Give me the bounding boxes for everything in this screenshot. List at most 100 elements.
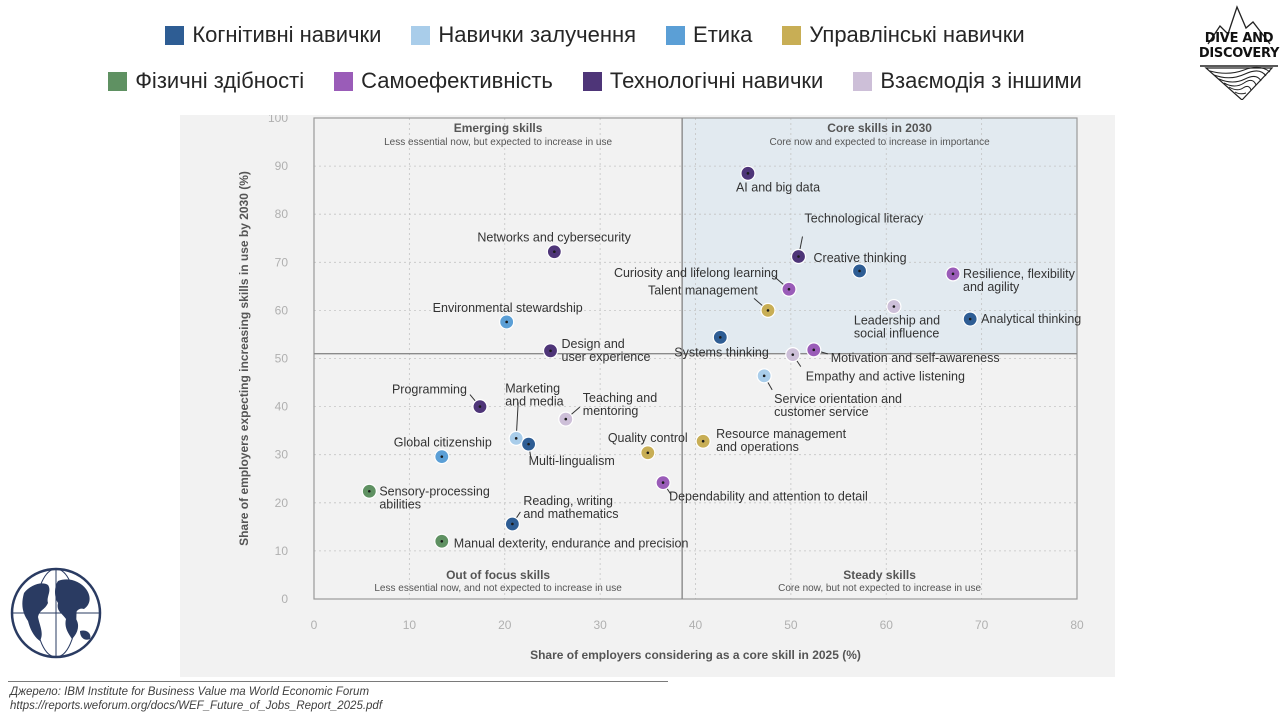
data-point-center: [968, 317, 972, 321]
legend-swatch: [853, 71, 873, 91]
y-tick-label: 60: [275, 303, 289, 317]
legend: Когнітивні навички Навички залучення Етика…: [0, 0, 1190, 110]
core-skills-region: [682, 118, 1077, 354]
legend-label: Управлінські навички: [809, 22, 1025, 47]
y-tick-label: 70: [275, 255, 289, 269]
y-tick-label: 90: [275, 159, 289, 173]
data-point: Systems thinking: [674, 329, 769, 359]
legend-label: Технологічні навички: [609, 68, 824, 93]
quadrant-subtitle-emerging: Less essential now, but expected to incr…: [384, 137, 612, 148]
data-point-center: [766, 309, 770, 312]
data-point-label: Resilience, flexibility and agility: [963, 267, 1076, 294]
data-point-center: [812, 348, 816, 352]
data-point: Environmental stewardship: [433, 301, 583, 330]
data-point-center: [746, 172, 750, 175]
data-point: Talent management: [648, 283, 776, 318]
x-tick-label: 40: [689, 618, 703, 632]
data-point-label: Empathy and active listening: [806, 370, 965, 384]
axis-ticks: 0 10 20 30 40 50 60 70 80 0 10 20 30 40 50 60 70 80 90 100: [268, 115, 1084, 632]
y-tick-label: 100: [268, 115, 288, 125]
legend-item: Навички залучення: [411, 22, 636, 48]
data-point-center: [553, 250, 556, 254]
data-point-label: Global citizenship: [394, 436, 492, 450]
data-point: Analytical thinking: [962, 311, 1081, 327]
data-point-center: [478, 405, 482, 408]
quadrant-title-out-of-focus: Out of focus skills: [446, 568, 550, 582]
data-point-center: [368, 489, 371, 493]
y-tick-label: 30: [275, 448, 289, 462]
data-point-center: [951, 272, 955, 276]
x-tick-label: 70: [975, 618, 989, 632]
data-point: Leadership and social influence: [854, 298, 940, 341]
source-url[interactable]: https://reports.weforum.org/docs/WEF_Fut…: [10, 700, 383, 712]
data-point: Networks and cybersecurity: [477, 231, 632, 260]
logo-line-1: DIVE AND: [1204, 31, 1274, 46]
legend-swatch: [666, 25, 686, 45]
source-divider: [8, 681, 668, 682]
dive-and-discovery-logo: DIVE AND DISCOVERY: [1198, 4, 1280, 101]
legend-item: Взаємодія з іншими: [853, 68, 1082, 94]
data-point: AI and big data: [736, 165, 820, 194]
quadrant-title-core: Core skills in 2030: [827, 121, 932, 135]
data-point: Resilience, flexibility and agility: [945, 266, 1076, 294]
quadrant-subtitle-steady: Core now, but not expected to increase i…: [778, 583, 981, 594]
data-point-center: [440, 455, 444, 458]
data-point-label: Marketing and media: [505, 381, 563, 408]
quadrant-title-emerging: Emerging skills: [454, 121, 543, 135]
data-point: Resource management and operations: [695, 427, 847, 454]
data-point: Teaching and mentoring: [558, 391, 657, 427]
data-point-label: Manual dexterity, endurance and precisio…: [454, 536, 689, 550]
legend-item: Фізичні здібності: [108, 68, 304, 94]
data-point-center: [762, 374, 766, 378]
data-point: Global citizenship: [394, 436, 492, 465]
quadrant-title-steady: Steady skills: [843, 568, 916, 582]
y-tick-label: 20: [275, 496, 289, 510]
data-point: Programming: [392, 383, 488, 415]
legend-swatch: [782, 25, 802, 45]
legend-item: Технологічні навички: [582, 68, 824, 94]
data-point-label: Service orientation and customer service: [774, 392, 902, 419]
data-point-label: Motivation and self-awareness: [831, 351, 1000, 365]
data-point-label: Teaching and mentoring: [583, 391, 657, 418]
data-point-label: Reading, writing and mathematics: [523, 494, 618, 521]
x-tick-label: 80: [1070, 618, 1084, 632]
legend-item: Управлінські навички: [782, 22, 1025, 48]
data-point-center: [549, 349, 552, 353]
data-point: Creative thinking: [814, 251, 907, 279]
data-point-center: [797, 255, 800, 258]
plot-frame: [313, 117, 1078, 600]
data-point-center: [718, 336, 722, 339]
legend-item: Когнітивні навички: [165, 22, 381, 48]
y-axis-label: Share of employers expecting increasing …: [237, 171, 251, 546]
data-point-label: Creative thinking: [814, 251, 907, 265]
data-point-center: [527, 442, 530, 446]
mountain-logo-icon: [1200, 5, 1278, 101]
data-point: Empathy and active listening: [785, 347, 965, 384]
data-point-label: Analytical thinking: [981, 312, 1081, 326]
data-point-label: Talent management: [648, 283, 758, 297]
logo-line-2: DISCOVERY: [1198, 46, 1280, 61]
data-point-label: Technological literacy: [805, 212, 925, 226]
legend-label: Етика: [693, 22, 753, 47]
y-tick-label: 10: [275, 544, 289, 558]
data-point-label: Quality control: [608, 431, 688, 445]
x-tick-label: 30: [593, 618, 607, 632]
data-point-center: [505, 320, 508, 324]
data-point-label: Networks and cybersecurity: [477, 231, 631, 245]
data-point-center: [564, 417, 568, 421]
y-tick-label: 80: [275, 207, 289, 221]
data-point-label: Sensory-processing abilities: [379, 484, 490, 511]
data-point-label: Design and user experience: [562, 337, 651, 364]
data-point: Design and user experience: [542, 337, 651, 364]
data-point-center: [511, 522, 514, 526]
legend-swatch: [582, 71, 602, 91]
data-point: Motivation and self-awareness: [806, 342, 1000, 365]
legend-label: Фізичні здібності: [135, 68, 305, 93]
globe-icon: [10, 567, 102, 659]
y-tick-label: 40: [275, 400, 289, 414]
x-tick-label: 60: [880, 618, 894, 632]
data-point: Marketing and media: [505, 381, 564, 446]
legend-label: Когнітивні навички: [192, 22, 382, 47]
legend-swatch: [108, 71, 128, 91]
data-point: Multi-lingualism: [520, 436, 615, 468]
